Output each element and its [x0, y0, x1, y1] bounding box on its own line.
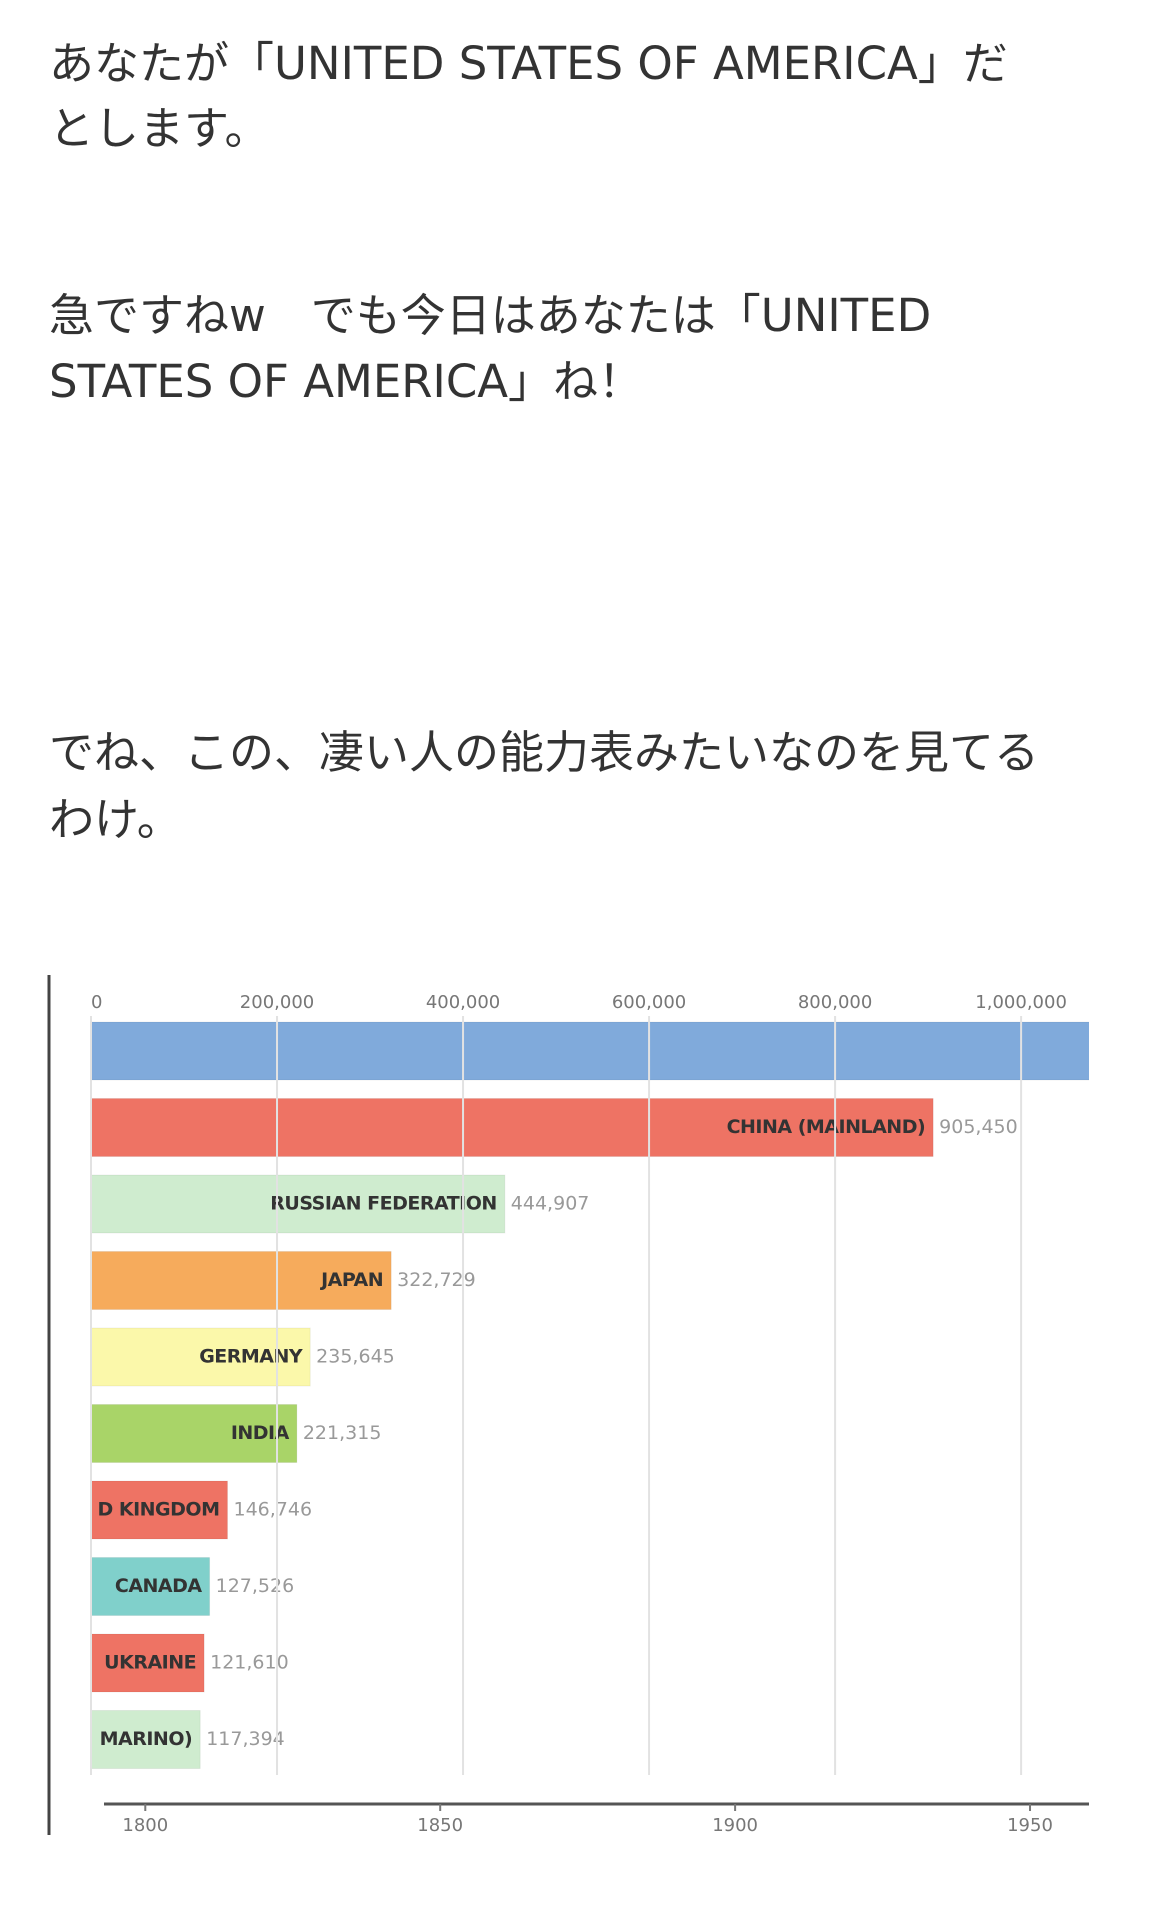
bar	[91, 1021, 1089, 1081]
bar-label: UKRAINE	[104, 1652, 196, 1674]
bar-label: INDIA	[231, 1422, 290, 1444]
x-tick-label: 1,000,000	[975, 992, 1067, 1013]
value-label: 322,729	[397, 1269, 476, 1291]
bar	[91, 1327, 311, 1387]
x-tick-label: 800,000	[798, 992, 872, 1013]
paragraph-line: STATES OF AMERICA」ね！	[49, 355, 643, 408]
value-label: 127,526	[216, 1575, 295, 1597]
value-label: 221,315	[303, 1422, 382, 1444]
paragraph-line: でね、この、凄い人の能力表みたいなのを見てる	[49, 726, 1039, 779]
bar	[91, 1633, 205, 1693]
bar-label: GERMANY	[199, 1346, 303, 1368]
x-tick-label: 600,000	[612, 992, 686, 1013]
bar	[91, 1404, 298, 1463]
timeline-label: 1950	[1007, 1815, 1053, 1836]
bar-label: CHINA (MAINLAND)	[727, 1116, 926, 1138]
x-tick-label: 0	[91, 992, 102, 1013]
value-label: 121,610	[210, 1652, 289, 1674]
x-tick-label: 400,000	[426, 992, 500, 1013]
bar	[91, 1251, 392, 1310]
bar-label: CANADA	[115, 1575, 203, 1597]
bar	[91, 1710, 201, 1769]
paragraph-line: わけ。	[49, 793, 182, 846]
bar	[91, 1480, 228, 1540]
bar-label: MARINO)	[100, 1728, 193, 1750]
x-tick-label: 200,000	[240, 992, 314, 1013]
bar-label: RUSSIAN FEDERATION	[270, 1193, 497, 1215]
plot-area: CHINA (MAINLAND) 905,450 RUSSIAN FEDERATIO…	[91, 1021, 1089, 1769]
paragraph-line: とします。	[49, 102, 270, 155]
value-label: 146,746	[233, 1499, 312, 1521]
timeline-label: 1900	[712, 1815, 758, 1836]
bar-label: JAPAN	[319, 1269, 383, 1291]
bar	[91, 1174, 506, 1234]
value-label: 444,907	[511, 1193, 590, 1215]
grid	[90, 1016, 1023, 1775]
bar	[91, 1557, 211, 1616]
bar-label: D KINGDOM	[97, 1499, 219, 1521]
bar	[91, 1098, 934, 1157]
paragraph-line: 急ですねw でも今日はあなたは「UNITED	[49, 289, 931, 342]
paragraph-line: あなたが「UNITED STATES OF AMERICA」だ	[49, 37, 1008, 90]
value-label: 905,450	[939, 1116, 1018, 1138]
value-label: 235,645	[316, 1346, 395, 1368]
value-label: 117,394	[206, 1728, 285, 1750]
timeline-label: 1800	[122, 1815, 168, 1836]
timeline-label: 1850	[417, 1815, 463, 1836]
